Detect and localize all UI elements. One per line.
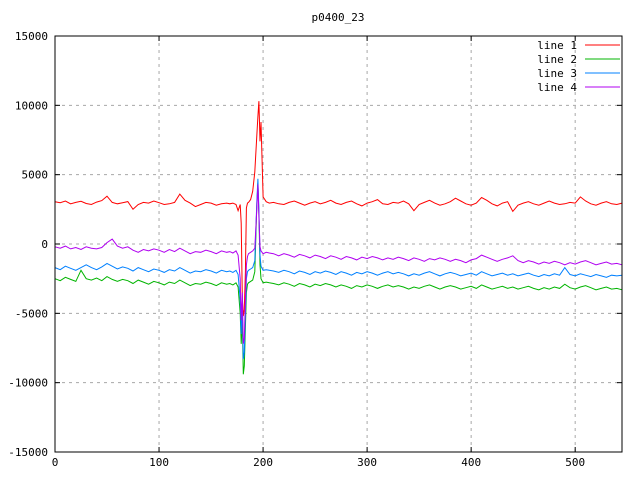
legend-label: line 1 [537,39,577,52]
x-tick-label: 0 [52,456,59,469]
axis-layer: 0 100 200 300 400 500 -15000 -10000 -5000 0 5000 10… [8,30,623,469]
y-tick-label: 5000 [22,169,49,182]
series-line-2 [54,182,623,375]
legend-label: line 4 [537,81,577,94]
y-tick-label: -10000 [8,377,48,390]
legend-label: line 2 [537,53,577,66]
x-tick-label: 300 [357,456,377,469]
series-line-3 [54,178,623,360]
y-tick-label: -5000 [15,307,48,320]
x-tick-label: 500 [565,456,585,469]
y-tick-label: 0 [41,238,48,251]
series-layer [54,101,623,375]
x-tick-label: 100 [149,456,169,469]
chart-title: p0400_23 [312,11,365,24]
x-tick-label: 400 [461,456,481,469]
series-line-1 [54,101,623,317]
x-tick-label: 200 [253,456,273,469]
y-tick-label: 15000 [15,30,48,43]
grid-layer [54,35,622,453]
legend-label: line 3 [537,67,577,80]
series-line-4 [54,184,623,344]
y-tick-label: -15000 [8,446,48,459]
y-tick-label: 10000 [15,99,48,112]
